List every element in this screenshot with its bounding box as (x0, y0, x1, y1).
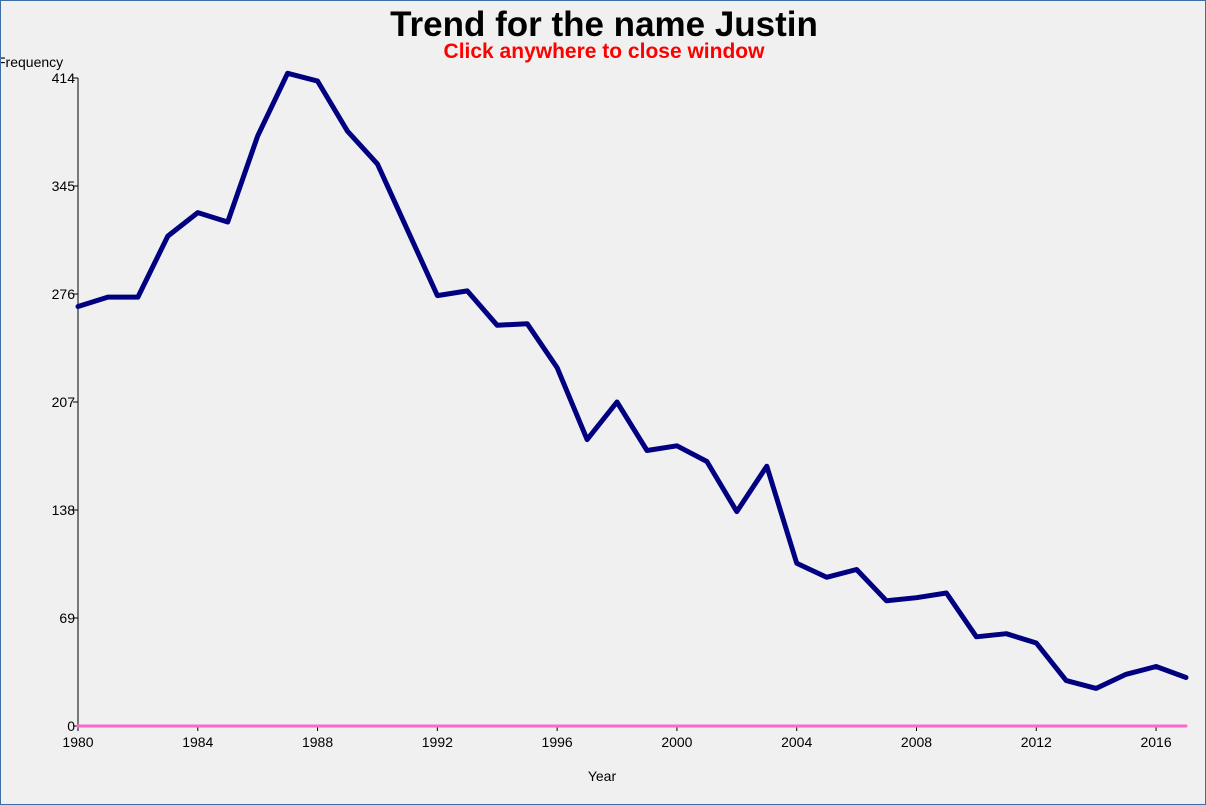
x-tick-label: 2012 (1021, 734, 1052, 750)
y-tick-label: 0 (67, 718, 75, 734)
chart-title: Trend for the name Justin (390, 5, 818, 44)
y-axis-title: Frequency (1, 54, 63, 70)
y-tick-label: 138 (52, 502, 76, 518)
y-tick-label: 414 (52, 70, 76, 86)
series-layer (75, 70, 1189, 728)
x-tick-label: 1992 (422, 734, 453, 750)
series-line-1 (75, 70, 1189, 691)
x-tick-label: 2000 (661, 734, 692, 750)
x-tick-label: 1980 (62, 734, 93, 750)
x-tick-label: 2004 (781, 734, 812, 750)
close-hint[interactable]: Click anywhere to close window (443, 40, 765, 63)
y-tick-label: 207 (52, 394, 76, 410)
y-tick-label: 345 (52, 178, 76, 194)
x-tick-label: 1984 (182, 734, 213, 750)
y-axis: 0 69 138 207 276 345 414 (52, 70, 79, 734)
x-tick-label: 2008 (901, 734, 932, 750)
x-tick-label: 2016 (1140, 734, 1171, 750)
x-tick-label: 1996 (542, 734, 573, 750)
x-axis-title: Year (588, 768, 617, 784)
x-axis: 1980 1984 1988 1992 1996 2000 2004 2008 2012 2016 (62, 725, 1186, 750)
y-tick-label: 69 (59, 610, 75, 626)
x-tick-label: 1988 (302, 734, 333, 750)
y-tick-label: 276 (52, 286, 76, 302)
